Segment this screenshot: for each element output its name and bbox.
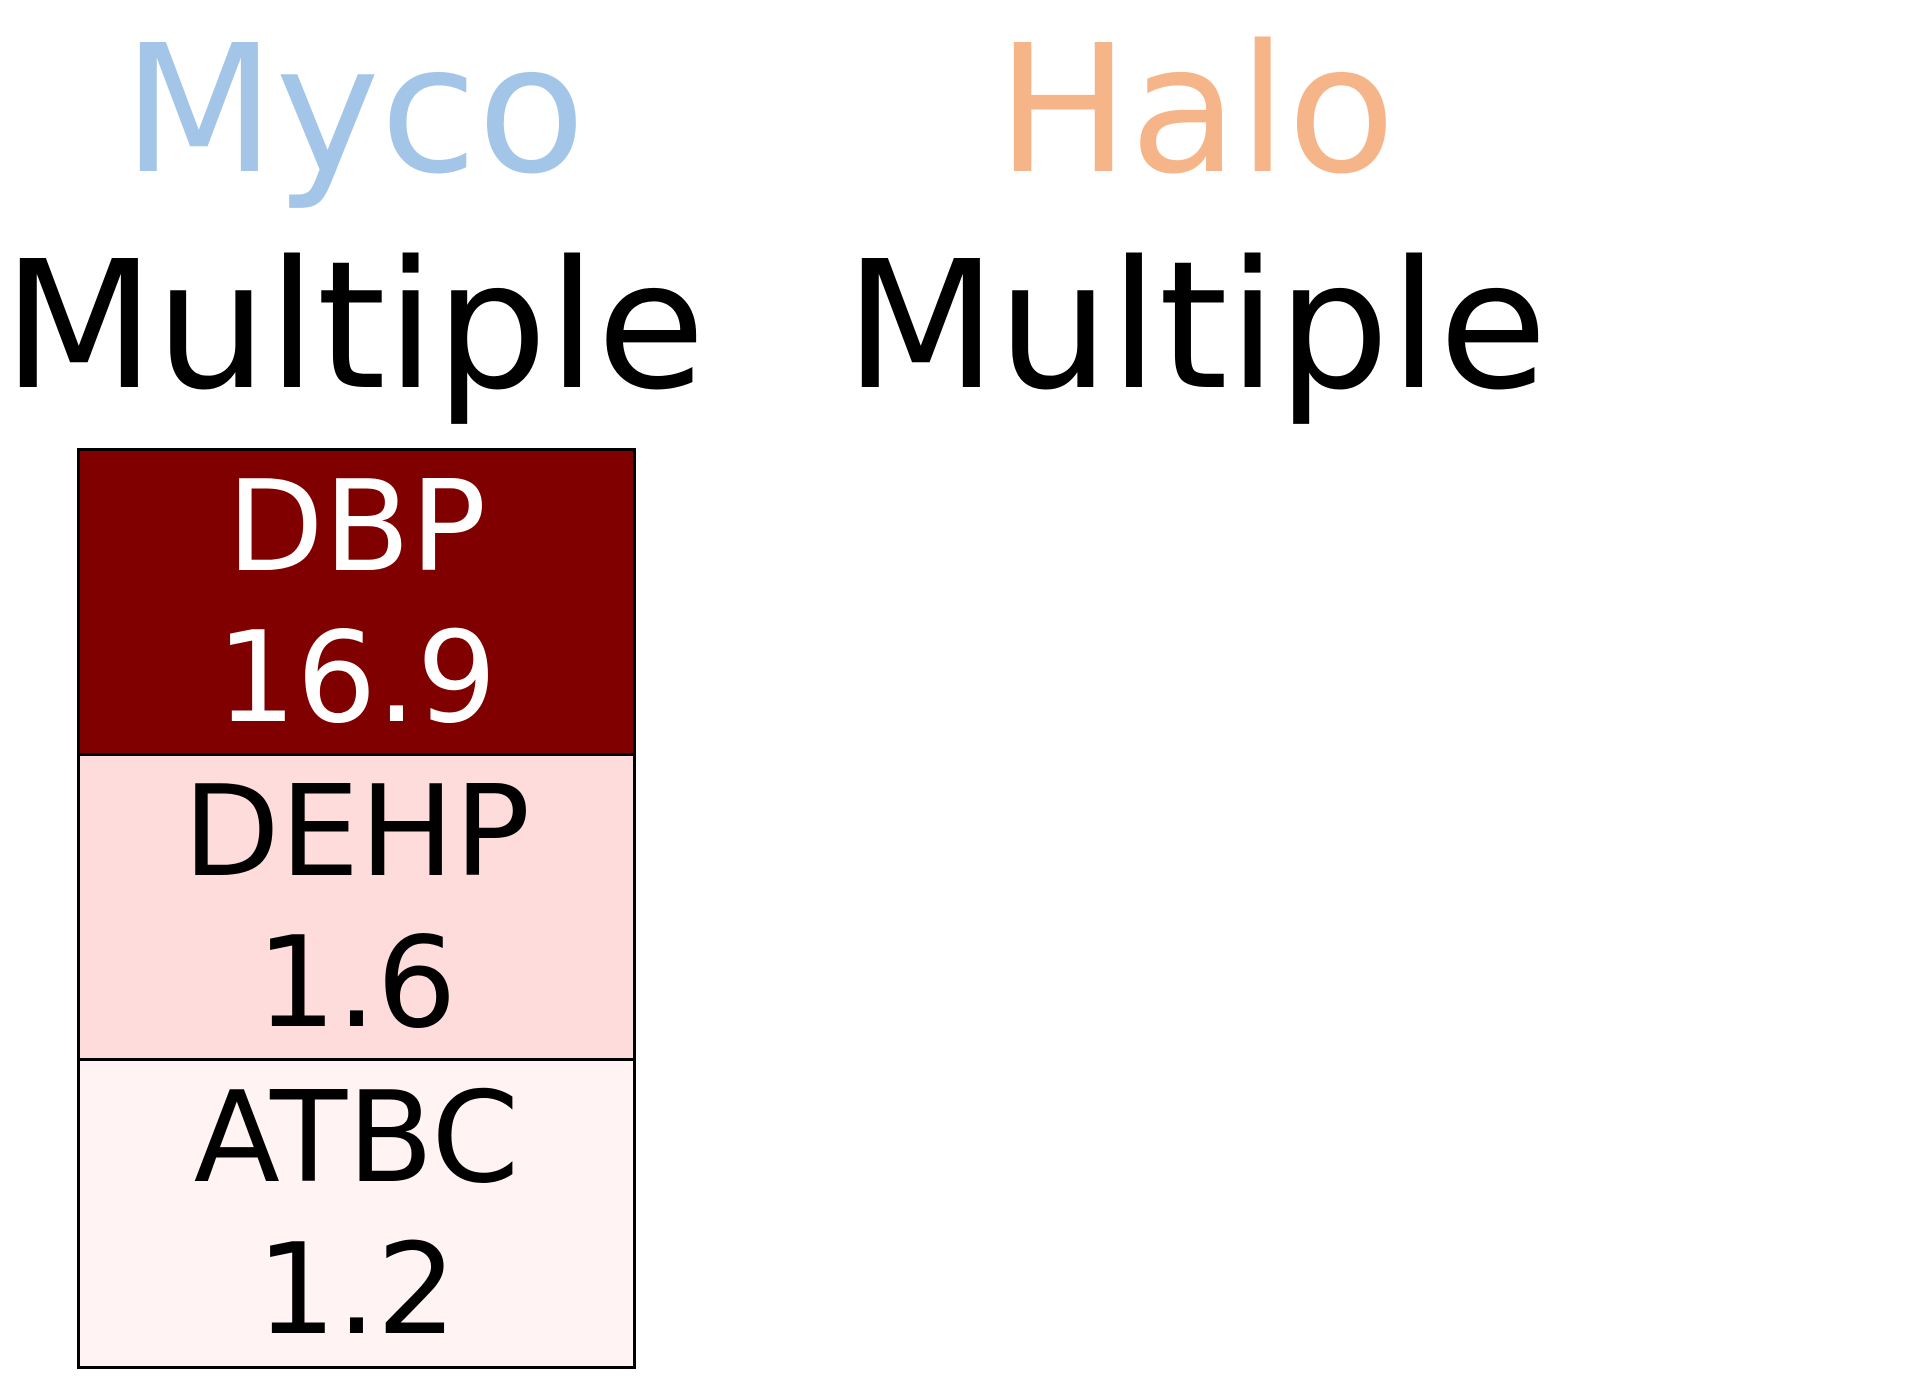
group-subtitle: Multiple <box>844 223 1548 429</box>
heatmap-stack: DBP 16.9 DEHP 1.6 ATBC 1.2 <box>77 448 636 1369</box>
group-title: Myco <box>122 7 586 213</box>
group-subtitle: Multiple <box>2 223 706 429</box>
cell-value: 1.6 <box>256 909 457 1056</box>
cell-label: DEHP <box>182 757 531 905</box>
heatmap-cell: DBP 16.9 <box>80 451 633 756</box>
group-title: Halo <box>996 7 1396 213</box>
cell-label: DBP <box>226 452 487 600</box>
cell-value: 1.2 <box>256 1215 457 1363</box>
heatmap-cell: DEHP 1.6 <box>80 756 633 1061</box>
cell-label: ATBC <box>193 1064 520 1212</box>
heatmap-cell: ATBC 1.2 <box>80 1061 633 1366</box>
cell-value: 16.9 <box>216 604 497 751</box>
